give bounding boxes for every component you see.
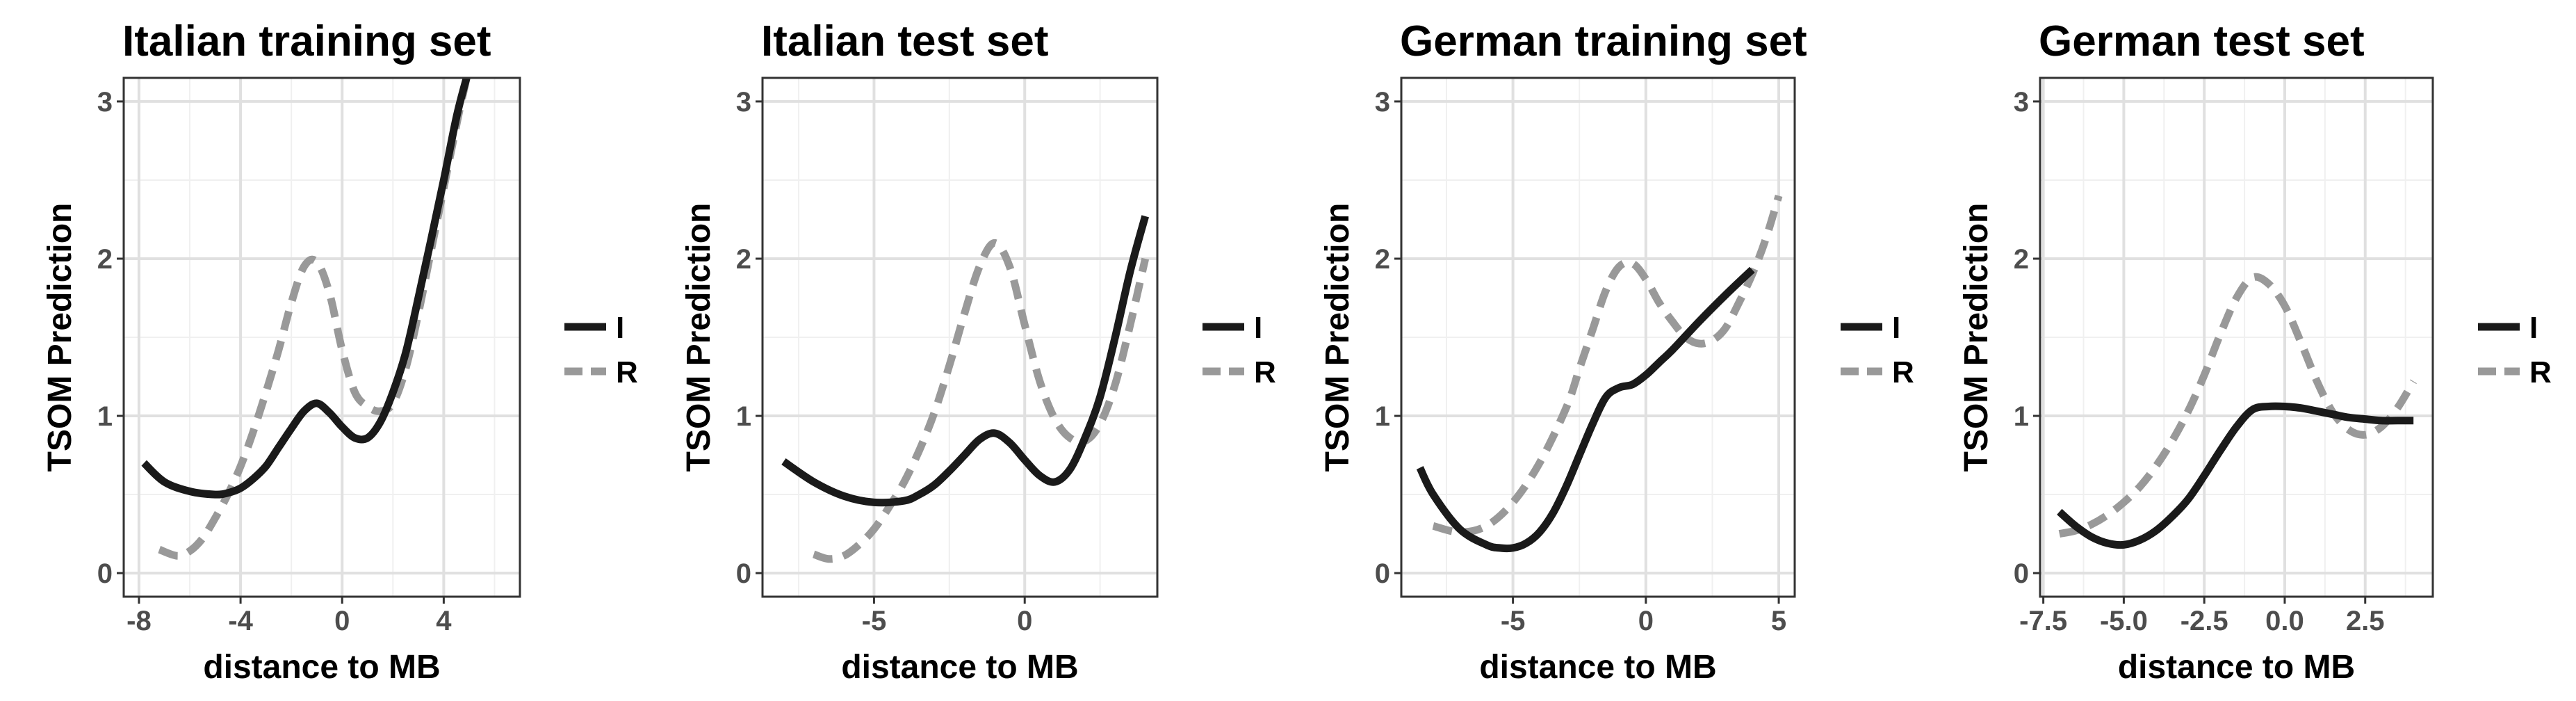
- plot-border: [122, 76, 521, 598]
- y-tick-label: 3: [2014, 87, 2029, 118]
- y-tick-label: 1: [97, 401, 113, 432]
- y-tick-label: 0: [1375, 558, 1390, 589]
- series-line-R: [158, 78, 471, 560]
- legend-label-R: R: [2529, 355, 2552, 389]
- series-line-R: [812, 239, 1150, 563]
- x-tick-label: 0: [1638, 606, 1654, 636]
- series-line-I: [781, 215, 1149, 507]
- x-axis-title: distance to MB: [203, 649, 440, 686]
- x-tick-label: 0: [334, 606, 350, 636]
- y-tick-label: 3: [97, 87, 113, 118]
- y-tick-label: 1: [736, 401, 751, 432]
- y-tick-label: 3: [736, 87, 751, 118]
- x-tick-label: 0: [1017, 606, 1032, 636]
- x-axis-title: distance to MB: [841, 649, 1078, 686]
- x-tick-label: 2.5: [2346, 606, 2385, 636]
- y-tick-label: 2: [1375, 244, 1390, 275]
- chart-panel-1: 0 1 2 3 -8 -4 0 4 Italian training set distance t…: [42, 17, 638, 686]
- legend: IR: [564, 311, 638, 389]
- plot-border: [761, 76, 1159, 598]
- x-tick-label: -4: [228, 606, 253, 636]
- chart-panel-2: 0 1 2 3 -5 0 Italian test set distance to MB TSO…: [680, 17, 1276, 686]
- y-tick-label: 2: [97, 244, 113, 275]
- x-axis-title: distance to MB: [1479, 649, 1716, 686]
- y-axis-title: TSOM Prediction: [680, 203, 717, 472]
- legend-label-R: R: [1254, 355, 1276, 389]
- x-tick-label: 4: [436, 606, 452, 636]
- y-tick-label: 1: [1375, 401, 1390, 432]
- x-axis-title: distance to MB: [2118, 649, 2355, 686]
- y-axis-title: TSOM Prediction: [1319, 203, 1356, 472]
- x-tick-label: -5.0: [2100, 606, 2148, 636]
- x-tick-label: 5: [1771, 606, 1786, 636]
- legend-label-I: I: [1892, 311, 1900, 345]
- series-line-R: [1432, 194, 1783, 536]
- plot-border: [1400, 76, 1796, 598]
- legend-label-I: I: [2529, 311, 2538, 345]
- series-line-I: [141, 78, 471, 499]
- legend: IR: [1841, 311, 1914, 389]
- series-line-I: [2057, 402, 2414, 549]
- y-tick-label: 2: [2014, 244, 2029, 275]
- chart-panel-3: 0 1 2 3 -5 0 5 German training set distance to M…: [1319, 17, 1914, 686]
- series-line-I: [1416, 266, 1755, 553]
- y-tick-label: 0: [736, 558, 751, 589]
- x-tick-label: 0.0: [2265, 606, 2304, 636]
- y-axis-title: TSOM Prediction: [42, 203, 79, 472]
- legend-label-R: R: [1892, 355, 1914, 389]
- y-tick-label: 1: [2014, 401, 2029, 432]
- y-tick-label: 0: [2014, 558, 2029, 589]
- y-tick-label: 0: [97, 558, 113, 589]
- y-tick-label: 3: [1375, 87, 1390, 118]
- chart-title: German training set: [1400, 17, 1807, 65]
- plot-border: [2039, 76, 2434, 598]
- y-axis-title: TSOM Prediction: [1958, 203, 1995, 472]
- chart-title: German test set: [2039, 17, 2365, 65]
- y-tick-label: 2: [736, 244, 751, 275]
- legend-label-R: R: [616, 355, 638, 389]
- chart-panel-4: 0 1 2 3 -7.5 -5.0 -2.5 0.0 2.5 German test set dis…: [1958, 17, 2552, 686]
- chart-title: Italian test set: [761, 17, 1048, 65]
- chart-title: Italian training set: [122, 17, 491, 65]
- x-tick-label: -5: [1501, 606, 1526, 636]
- x-tick-label: -8: [127, 606, 152, 636]
- x-tick-label: -2.5: [2180, 606, 2228, 636]
- legend-label-I: I: [1254, 311, 1262, 345]
- legend-label-I: I: [616, 311, 624, 345]
- x-tick-label: -5: [862, 606, 887, 636]
- legend: IR: [1203, 311, 1276, 389]
- series-line-R: [2058, 273, 2417, 538]
- x-tick-label: -7.5: [2019, 606, 2067, 636]
- legend: IR: [2478, 311, 2552, 389]
